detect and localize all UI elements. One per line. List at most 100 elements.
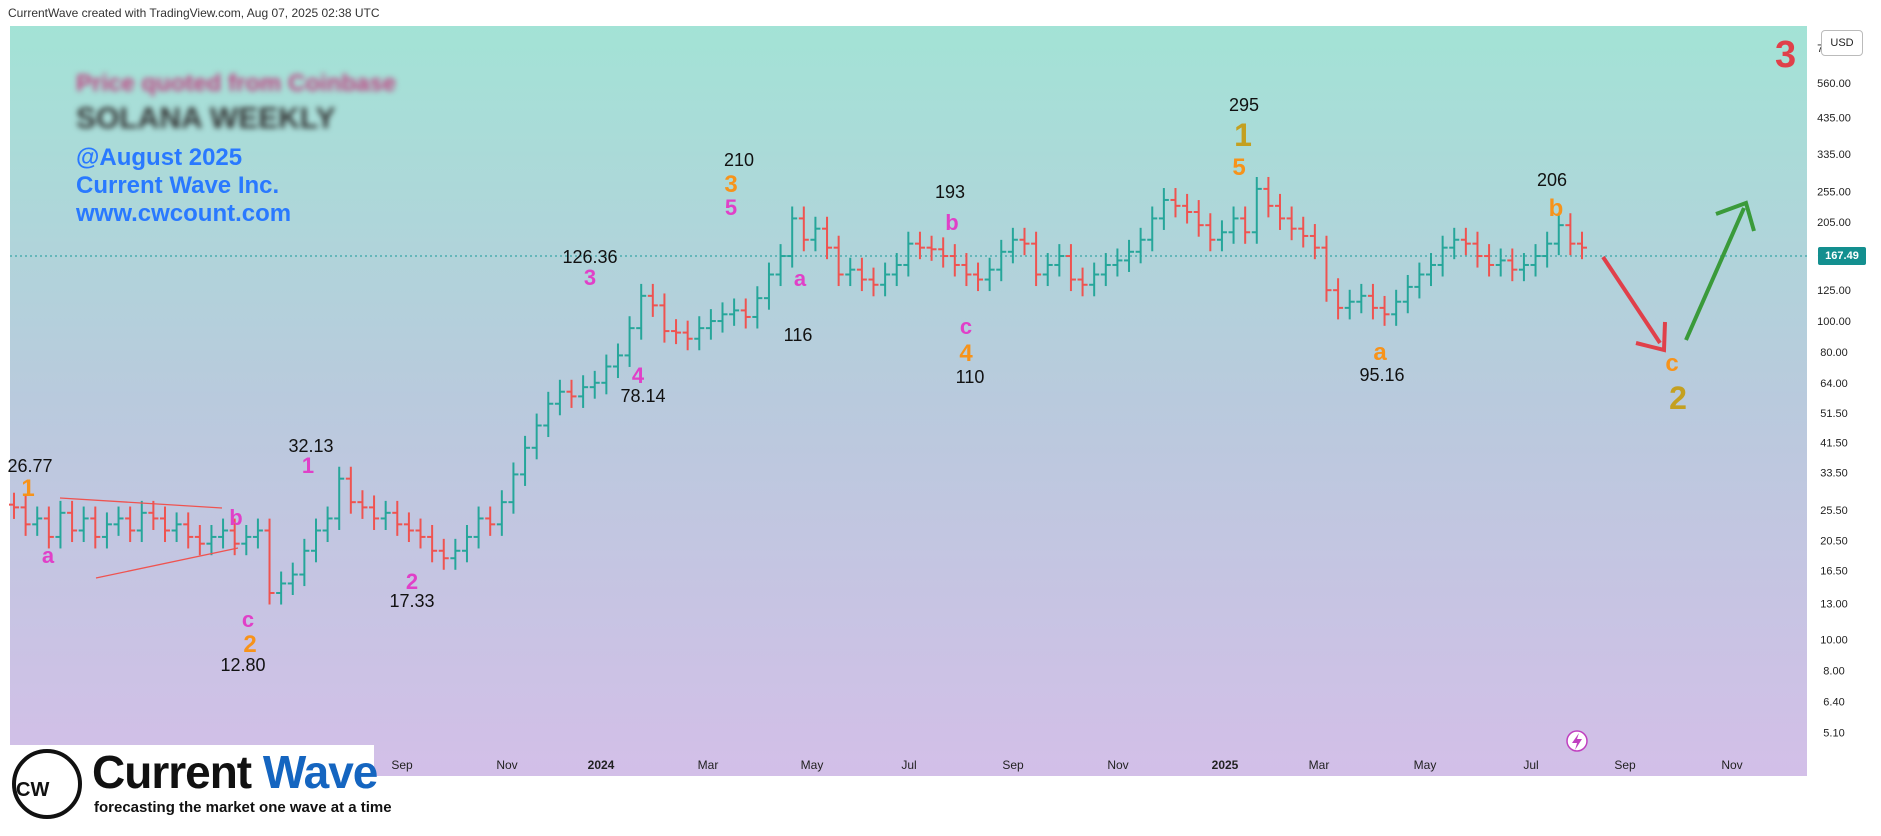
ohlc-bar-down (1019, 227, 1030, 256)
time-tick-label: Nov (1107, 758, 1128, 772)
ohlc-bar-down (1275, 193, 1286, 230)
wave-label-orange: b (1549, 195, 1564, 222)
ohlc-bar-up (1251, 176, 1262, 244)
ohlc-bar-up (450, 538, 461, 570)
ohlc-bar-up (903, 231, 914, 277)
ohlc-bar-down (159, 506, 170, 543)
ohlc-bar-down (949, 244, 960, 277)
ohlc-bar-up (78, 506, 89, 543)
ohlc-bar-down (148, 500, 159, 530)
ohlc-bar-up (32, 506, 43, 536)
time-tick-label: May (801, 758, 824, 772)
ohlc-bar-up (334, 466, 345, 530)
price-tick-label: 10.00 (1820, 635, 1848, 647)
price-tick-label: 5.10 (1823, 728, 1844, 740)
ohlc-bar-down (1484, 244, 1495, 277)
price-tick-label: 33.50 (1820, 467, 1848, 479)
logo-circle-icon (12, 749, 82, 819)
wave-label-price: 12.80 (220, 655, 265, 675)
ohlc-bar-up (1100, 253, 1111, 287)
price-tick-label: 20.50 (1820, 535, 1848, 547)
wave-label-orange: 4 (959, 340, 973, 367)
ohlc-bar-up (752, 286, 763, 329)
ohlc-bar-down (264, 518, 275, 605)
ohlc-bar-down (1309, 224, 1320, 260)
wave-label-price: 210 (724, 150, 754, 170)
ohlc-bar-up (1344, 289, 1355, 320)
ohlc-bar-up (1437, 235, 1448, 277)
time-tick-label: Sep (1614, 758, 1636, 772)
ohlc-bar-up (601, 354, 612, 395)
ohlc-bar-down (1031, 231, 1042, 287)
price-tick-label: 8.00 (1823, 665, 1844, 677)
price-tick-label: 16.50 (1820, 565, 1848, 577)
ohlc-bar-down (1367, 283, 1378, 320)
ohlc-bar-up (1495, 248, 1506, 277)
ohlc-bar-up (218, 518, 229, 549)
ohlc-bar-up (612, 343, 623, 379)
currency-selector[interactable]: USD (1821, 30, 1863, 56)
ohlc-bar-up (101, 512, 112, 549)
wave-label-orange: 3 (724, 171, 737, 198)
time-tick-label: Sep (1002, 758, 1024, 772)
forecast-arrows (1601, 200, 1756, 353)
ohlc-bar-up (787, 206, 798, 268)
ohlc-bar-down (1565, 213, 1576, 256)
wave-label-orange: 5 (1232, 154, 1245, 181)
price-tick-label: 435.00 (1817, 113, 1851, 125)
ohlc-bar-up (1112, 248, 1123, 277)
up-arrow (1684, 207, 1746, 341)
price-axis-background (1807, 26, 1871, 776)
ohlc-bar-down (938, 237, 949, 268)
ohlc-bar-down (973, 262, 984, 292)
ohlc-bar-up (1135, 227, 1146, 264)
ohlc-bar-down (1507, 248, 1518, 282)
ohlc-bar-down (357, 490, 368, 519)
time-tick-label: Nov (496, 758, 517, 772)
wave-label-price: 295 (1229, 95, 1259, 115)
ohlc-bar-down (1193, 200, 1204, 237)
ohlc-bar-up (1216, 220, 1227, 252)
ohlc-bar-up (496, 490, 507, 536)
ohlc-bar-down (1286, 206, 1297, 241)
ohlc-bar-up (113, 506, 124, 536)
wave-label-magenta: b (229, 505, 242, 530)
time-tick-label: Mar (1309, 758, 1330, 772)
price-tick-label: 560.00 (1817, 78, 1851, 90)
up-arrow-head (1715, 200, 1756, 232)
price-tick-label: 6.40 (1823, 696, 1844, 708)
ohlc-bar-down (1077, 267, 1088, 297)
time-tick-label: 2024 (588, 758, 615, 772)
ohlc-bar-down (1321, 235, 1332, 302)
ohlc-bar-up (171, 512, 182, 543)
ohlc-bar-down (822, 216, 833, 260)
wave-label-price: 126.36 (562, 247, 617, 267)
date-note: @August 2025 (76, 144, 243, 171)
ohlc-bar-up (1414, 262, 1425, 299)
time-tick-label: 2025 (1212, 758, 1239, 772)
ohlc-bar-down (415, 518, 426, 549)
ohlc-bar-down (926, 235, 937, 261)
ohlc-bar-up (241, 525, 252, 556)
ohlc-bar-down (1240, 206, 1251, 244)
ohlc-bar-down (856, 257, 867, 292)
flash-icon[interactable] (1566, 730, 1588, 752)
wave-label-magenta: 4 (632, 363, 645, 388)
ohlc-bar-down (438, 538, 449, 570)
wave-label-magenta: a (794, 266, 807, 291)
ohlc-bar-down (1205, 213, 1216, 252)
ohlc-bar-up (1449, 227, 1460, 260)
wave-label-price: 116 (784, 325, 813, 345)
website-link[interactable]: www.cwcount.com (76, 200, 292, 227)
ohlc-bar-down (67, 500, 78, 543)
ohlc-bar-up (1147, 206, 1158, 252)
symbol-title: SOLANA WEEKLY (76, 102, 336, 135)
wave-label-price: 78.14 (620, 386, 665, 406)
time-tick-label: Nov (1721, 758, 1742, 772)
chart-credit: CurrentWave created with TradingView.com… (8, 6, 380, 20)
ohlc-bar-up (508, 462, 519, 514)
wave-label-magenta: a (42, 543, 55, 568)
price-tick-label: 64.00 (1820, 378, 1848, 390)
ohlc-bar-up (1124, 239, 1135, 272)
